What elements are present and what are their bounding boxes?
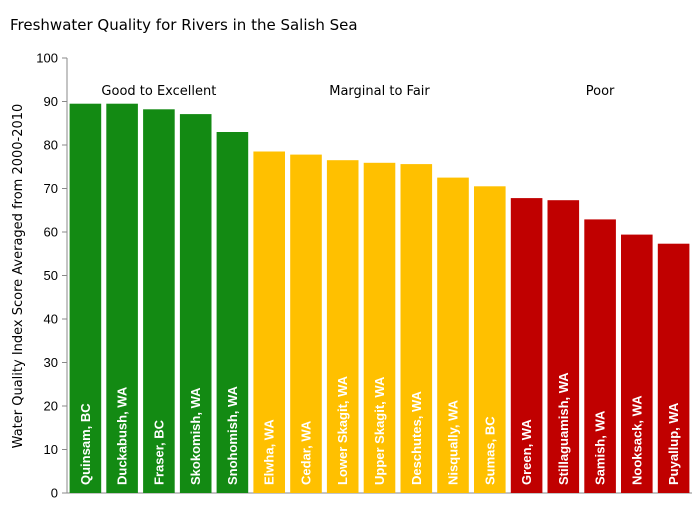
group-label-2: Poor bbox=[586, 84, 615, 99]
bar-label-0: Quinsam, BC bbox=[78, 403, 93, 485]
bar-5 bbox=[253, 151, 285, 493]
bar-label-4: Snohomish, WA bbox=[225, 385, 240, 485]
group-label-1: Marginal to Fair bbox=[329, 84, 430, 99]
group-labels: Good to Excellent Marginal to Fair Poor bbox=[101, 84, 615, 99]
bar-label-2: Fraser, BC bbox=[151, 419, 166, 485]
y-tick-label: 20 bbox=[44, 399, 58, 414]
bar-1 bbox=[106, 103, 138, 493]
y-tick-label: 40 bbox=[44, 312, 58, 327]
y-tick-label: 0 bbox=[51, 486, 58, 501]
bar-15 bbox=[621, 234, 653, 493]
y-tick-label: 50 bbox=[44, 268, 58, 283]
bar-6 bbox=[290, 154, 322, 493]
bar-label-8: Upper Skagit, WA bbox=[372, 376, 387, 485]
bar-label-5: Elwha, WA bbox=[262, 419, 277, 485]
bars: Quinsam, BC Duckabush, WA Fraser, BC Skokom… bbox=[69, 103, 690, 494]
bar-14 bbox=[584, 219, 616, 493]
bar-16 bbox=[657, 243, 690, 493]
bar-label-3: Skokomish, WA bbox=[188, 387, 203, 485]
bar-label-16: Puyallup, WA bbox=[666, 402, 681, 485]
y-tick-label: 70 bbox=[44, 181, 58, 196]
bar-12 bbox=[510, 198, 543, 493]
bar-13 bbox=[547, 200, 580, 493]
y-axis-label: Water Quality Index Score Averaged from … bbox=[11, 104, 26, 449]
bar-label-1: Duckabush, WA bbox=[115, 386, 130, 485]
y-tick-label: 100 bbox=[36, 51, 58, 66]
bar-label-15: Nooksack, WA bbox=[629, 395, 644, 485]
bar-label-13: Stillaguamish, WA bbox=[556, 372, 571, 485]
y-tick-label: 30 bbox=[44, 355, 58, 370]
bar-8 bbox=[363, 162, 396, 494]
bar-label-14: Samish, WA bbox=[593, 410, 608, 485]
bar-2 bbox=[143, 109, 175, 494]
bar-label-11: Sumas, BC bbox=[482, 416, 497, 485]
bar-7 bbox=[326, 160, 359, 493]
chart-title: Freshwater Quality for Rivers in the Sal… bbox=[10, 16, 358, 34]
bar-label-6: Cedar, WA bbox=[299, 420, 314, 485]
bar-label-7: Lower Skagit, WA bbox=[335, 375, 350, 485]
bar-label-10: Nisqually, WA bbox=[446, 399, 461, 485]
y-tick-label: 10 bbox=[44, 442, 58, 457]
bar-0 bbox=[69, 103, 102, 493]
bar-label-12: Green, WA bbox=[519, 419, 534, 485]
y-tick-label: 90 bbox=[44, 94, 58, 109]
y-tick-label: 60 bbox=[44, 225, 58, 240]
bar-10 bbox=[437, 177, 469, 493]
y-axis: 0 10 20 30 40 50 60 70 80 90 100 bbox=[36, 51, 67, 501]
group-label-0: Good to Excellent bbox=[101, 84, 216, 99]
bar-11 bbox=[474, 186, 506, 494]
y-tick-label: 80 bbox=[44, 138, 58, 153]
bar-4 bbox=[216, 132, 249, 493]
bar-9 bbox=[400, 164, 433, 493]
bar-3 bbox=[179, 114, 212, 493]
bar-label-9: Deschutes, WA bbox=[409, 390, 424, 485]
